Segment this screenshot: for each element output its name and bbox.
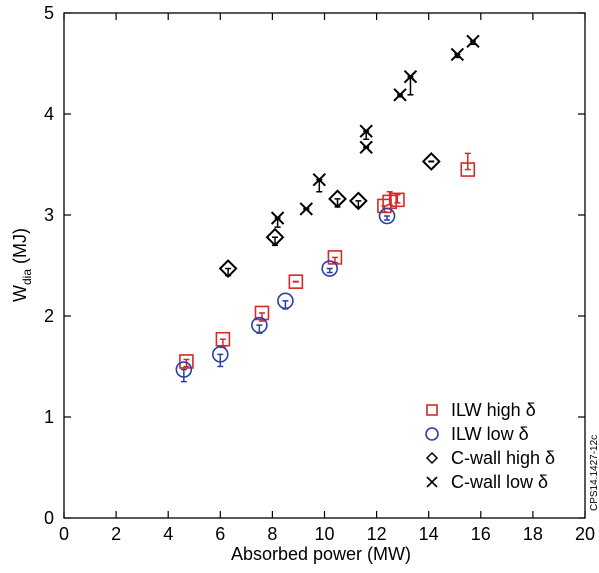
data-point: [328, 189, 347, 209]
x-tick-label: 0: [59, 524, 69, 544]
data-point: [378, 207, 396, 225]
series-circle: [175, 207, 396, 383]
plot-area: [175, 34, 480, 383]
x-tick-label: 16: [471, 524, 491, 544]
y-tick-label: 0: [44, 508, 54, 528]
data-point: [215, 331, 231, 347]
x-tick-label: 4: [163, 524, 173, 544]
y-tick-label: 1: [44, 407, 54, 427]
y-axis-title-main: W: [10, 285, 30, 302]
x-tick-label: 6: [215, 524, 225, 544]
data-point: [175, 361, 193, 378]
data-point: [466, 34, 480, 48]
y-tick-label: 2: [44, 306, 54, 326]
data-point: [251, 316, 268, 334]
legend-label: ILW low δ: [451, 424, 529, 444]
data-point: [254, 305, 270, 321]
legend-marker: [425, 427, 439, 441]
series-x: [270, 34, 480, 228]
y-tick-label: 5: [44, 3, 54, 23]
x-tick-label: 14: [419, 524, 439, 544]
x-tick-label: 2: [111, 524, 121, 544]
data-point: [299, 202, 313, 216]
y-tick-label: 3: [44, 205, 54, 225]
data-point: [265, 227, 285, 247]
legend-label: C-wall low δ: [451, 472, 548, 492]
legend-item: ILW low δ: [425, 424, 529, 444]
data-point: [460, 162, 476, 177]
legend-item: C-wall high δ: [425, 448, 555, 468]
x-tick-label: 8: [267, 524, 277, 544]
y-axis-title-unit: (MJ): [10, 228, 30, 264]
data-point: [403, 69, 418, 84]
data-point: [270, 211, 285, 225]
legend-label: C-wall high δ: [451, 448, 555, 468]
data-point: [312, 172, 326, 187]
series-diamond: [218, 152, 441, 278]
figure-code: CPS14.1427-12c: [589, 435, 599, 511]
data-point: [212, 346, 229, 363]
x-tick-label: 10: [314, 524, 334, 544]
legend-marker: [426, 476, 438, 488]
x-tick-label: 12: [367, 524, 387, 544]
legend-marker: [425, 451, 439, 465]
y-axis-title: Wdia (MJ): [10, 228, 34, 302]
data-point: [359, 124, 373, 138]
legend-item: C-wall low δ: [426, 472, 548, 492]
y-tick-label: 4: [44, 104, 54, 124]
legend: ILW high δ ILW low δ C-wall high δ C-wall l…: [425, 400, 555, 492]
x-axis-title: Absorbed power (MW): [231, 544, 411, 564]
data-point: [321, 260, 339, 277]
data-point: [359, 140, 373, 155]
data-point: [218, 259, 238, 278]
legend-label: ILW high δ: [451, 400, 536, 420]
x-tick-label: 18: [523, 524, 543, 544]
data-point: [179, 354, 194, 369]
x-tick-label: 20: [575, 524, 595, 544]
data-point: [277, 292, 294, 310]
data-point: [393, 88, 407, 102]
data-point: [390, 192, 405, 208]
legend-item: ILW high δ: [426, 400, 536, 420]
data-point: [288, 274, 304, 289]
data-point: [348, 191, 368, 211]
data-point: [421, 152, 441, 171]
series-square: [179, 152, 476, 369]
legend-marker: [426, 404, 438, 416]
data-point: [450, 47, 465, 62]
y-axis-title-subscript: dia: [20, 269, 34, 285]
